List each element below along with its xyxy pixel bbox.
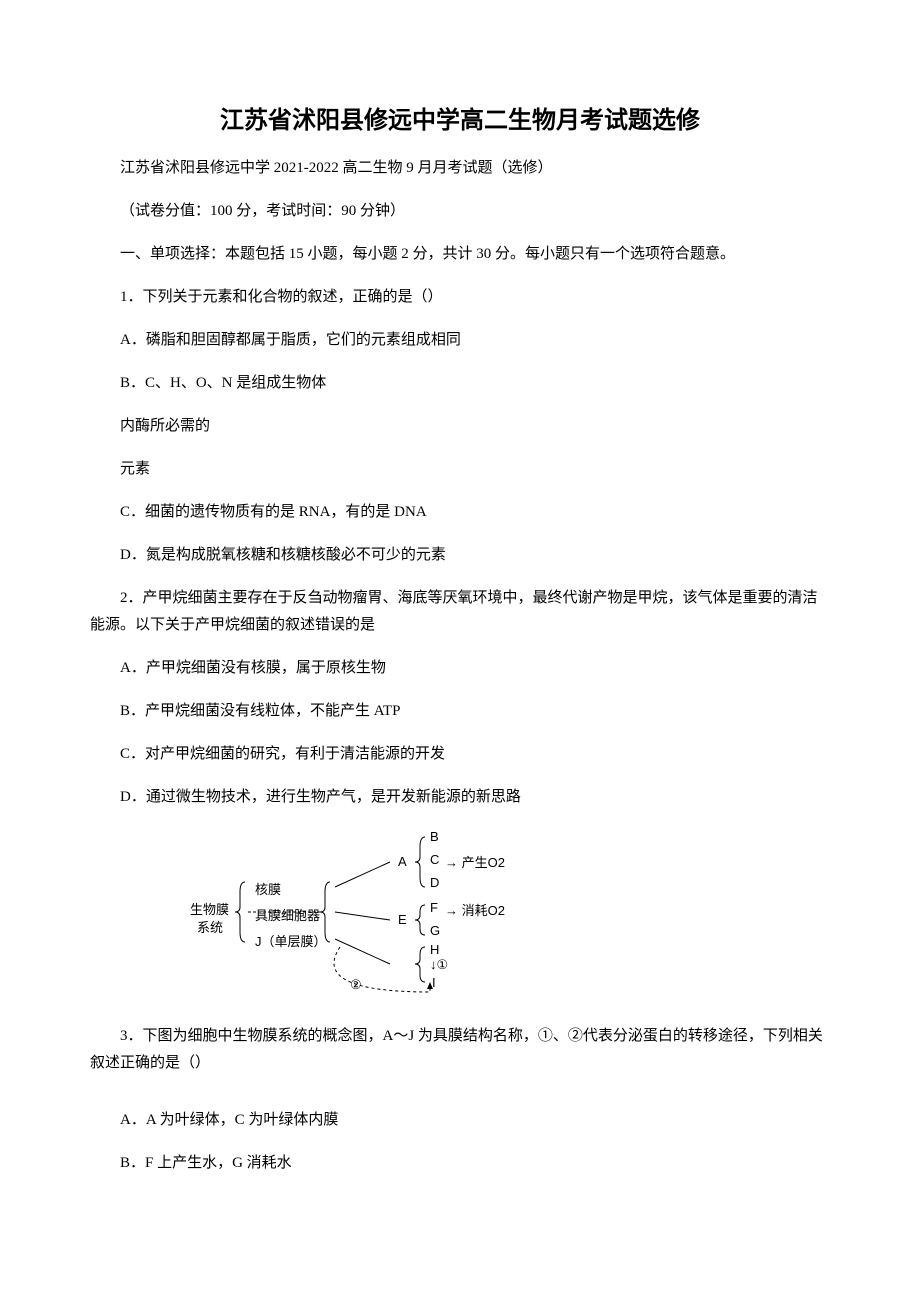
q1-option-a: A．磷脂和胆固醇都属于脂质，它们的元素组成相同 [90,327,830,354]
q2-option-d: D．通过微生物技术，进行生物产气，是开发新能源的新思路 [90,784,830,811]
diagram-produce-o2: → 产生O2 [445,852,505,871]
diagram-root2: 系统 [197,917,223,936]
subtitle: 江苏省沭阳县修远中学 2021-2022 高二生物 9 月月考试题（选修） [90,155,830,182]
diagram-node-e: E [398,912,407,927]
q3-option-b: B．F 上产生水，G 消耗水 [90,1150,830,1177]
diagram-arrow2: ② [350,977,362,993]
q3-option-a: A．A 为叶绿体，C 为叶绿体内膜 [90,1107,830,1134]
q1-option-d: D．氮是构成脱氧核糖和核糖核酸必不可少的元素 [90,542,830,569]
diagram-node-f: F [430,900,438,915]
q1-option-b3: 元素 [90,456,830,483]
q3-stem: 3．下图为细胞中生物膜系统的概念图，A～J 为具膜结构名称，①、②代表分泌蛋白的… [90,1023,830,1077]
diagram-branch1: 核膜 [255,879,281,898]
page-title: 江苏省沭阳县修远中学高二生物月考试题选修 [90,100,830,135]
q1-option-b2: 内酶所必需的 [90,413,830,440]
diagram-node-d: D [430,875,439,890]
diagram-arrow1: ↓① [430,957,448,973]
diagram-root1: 生物膜 [190,899,229,918]
q1-stem: 1．下列关于元素和化合物的叙述，正确的是（） [90,284,830,311]
diagram-node-i: I [432,975,436,990]
q2-option-c: C．对产甲烷细菌的研究，有利于清洁能源的开发 [90,741,830,768]
diagram-branch3: J（单层膜） [255,931,327,950]
diagram-node-h: H [430,942,439,957]
concept-diagram: 生物膜 系统 核膜 具膜细胞器 J（单层膜） A E B C → 产生O2 D … [190,827,830,1007]
q1-option-c: C．细菌的遗传物质有的是 RNA，有的是 DNA [90,499,830,526]
q2-option-b: B．产甲烷细菌没有线粒体，不能产生 ATP [90,698,830,725]
q1-option-b: B．C、H、O、N 是组成生物体 [90,370,830,397]
section-header: 一、单项选择：本题包括 15 小题，每小题 2 分，共计 30 分。每小题只有一… [90,241,830,268]
q2-option-a: A．产甲烷细菌没有核膜，属于原核生物 [90,655,830,682]
diagram-branch2: 具膜细胞器 [255,905,320,924]
diagram-node-g: G [430,923,440,938]
diagram-node-b: B [430,829,439,844]
diagram-consume-o2: → 消耗O2 [445,900,505,919]
exam-info: （试卷分值：100 分，考试时间：90 分钟） [90,198,830,225]
q2-stem: 2．产甲烷细菌主要存在于反刍动物瘤胃、海底等厌氧环境中，最终代谢产物是甲烷，该气… [90,585,830,639]
diagram-node-a: A [398,854,407,869]
diagram-node-c: C [430,852,439,867]
